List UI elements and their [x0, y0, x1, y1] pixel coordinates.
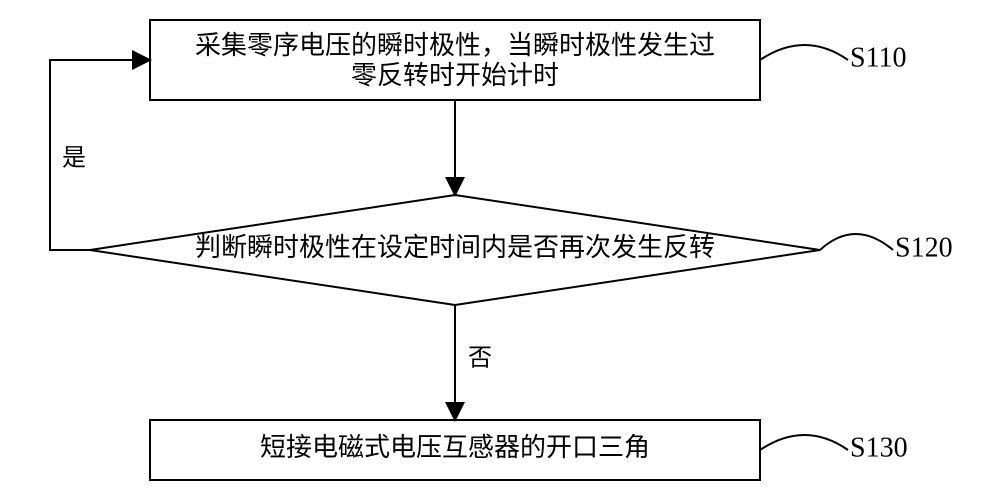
s110-line0: 采集零序电压的瞬时极性，当瞬时极性发生过 [195, 31, 715, 60]
s120-line0: 判断瞬时极性在设定时间内是否再次发生反转 [195, 233, 715, 262]
s130-label: S130 [850, 432, 908, 463]
s120-label: S120 [895, 232, 953, 263]
s110-line1: 零反转时开始计时 [351, 61, 559, 90]
s130-line0: 短接电磁式电压互感器的开口三角 [260, 433, 650, 462]
s110-label: S110 [850, 42, 907, 73]
s120-label-curve [820, 234, 893, 250]
s110-label-curve [760, 45, 848, 60]
s130-label-curve [760, 435, 848, 450]
branch-no: 否 [468, 346, 492, 372]
branch-yes: 是 [62, 146, 86, 172]
